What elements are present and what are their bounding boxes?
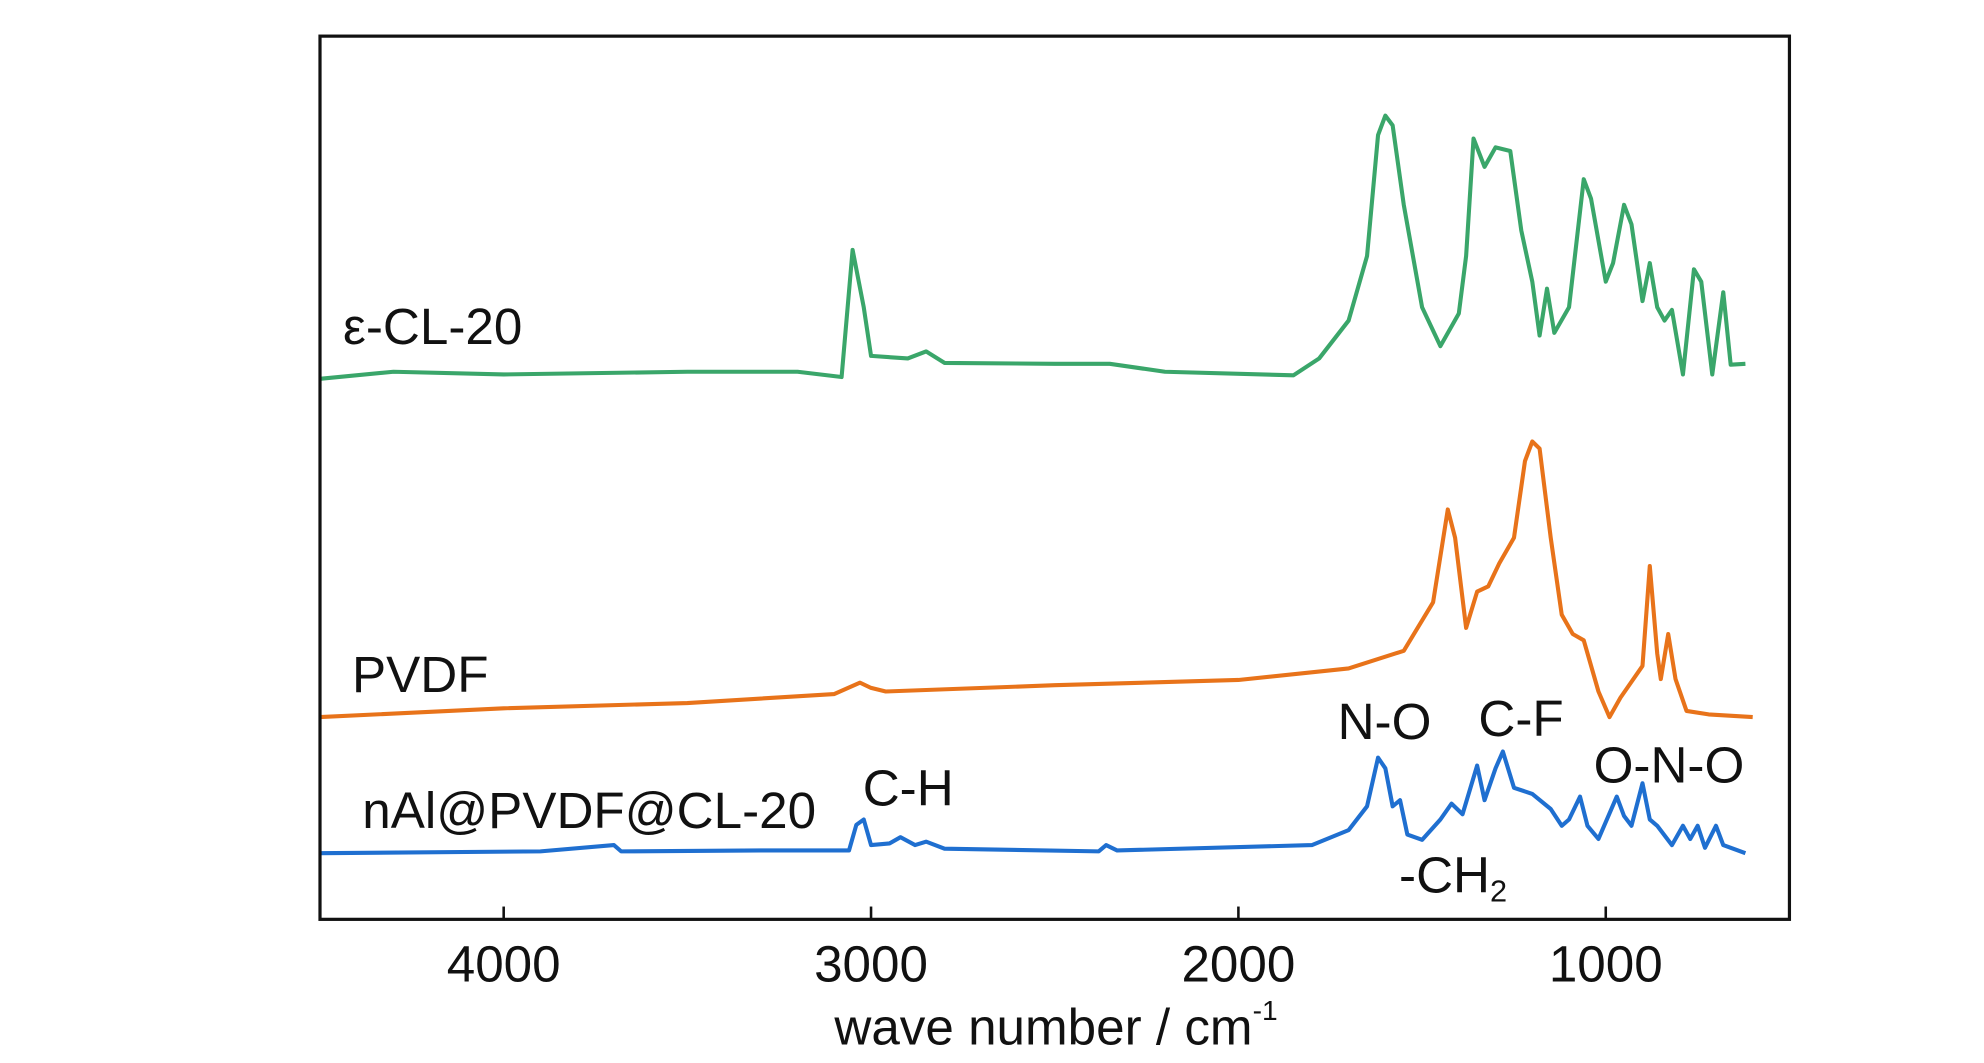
x-axis-label: wave number / cm-1	[833, 995, 1277, 1055]
annotation: N-O	[1338, 692, 1432, 749]
annotation: -CH2	[1399, 846, 1507, 909]
x-axis-label-sup: -1	[1253, 995, 1278, 1026]
annotation: O-N-O	[1594, 736, 1745, 793]
x-tick-label: 2000	[1181, 935, 1295, 992]
series-label: nAl@PVDF@CL-20	[362, 782, 816, 839]
annotation: C-F	[1478, 690, 1563, 747]
x-axis-label-text: wave number / cm	[833, 998, 1252, 1055]
x-tick-label: 3000	[814, 935, 928, 992]
annotation-text: C-F	[1478, 690, 1563, 747]
annotation: C-H	[863, 759, 954, 816]
series-label: ε-CL-20	[343, 298, 522, 355]
annotation-sub: 2	[1490, 874, 1507, 909]
annotation-text: -CH	[1399, 846, 1490, 903]
x-tick-label: 4000	[447, 935, 561, 992]
x-tick-label: 1000	[1549, 935, 1663, 992]
annotation-text: N-O	[1338, 692, 1432, 749]
series-line	[319, 749, 1747, 856]
series-label: PVDF	[352, 646, 489, 703]
annotation-text: O-N-O	[1594, 736, 1745, 793]
series-line	[319, 439, 1753, 720]
series-line	[319, 113, 1746, 381]
plot-frame	[318, 34, 1792, 921]
annotation-text: C-H	[863, 759, 954, 816]
